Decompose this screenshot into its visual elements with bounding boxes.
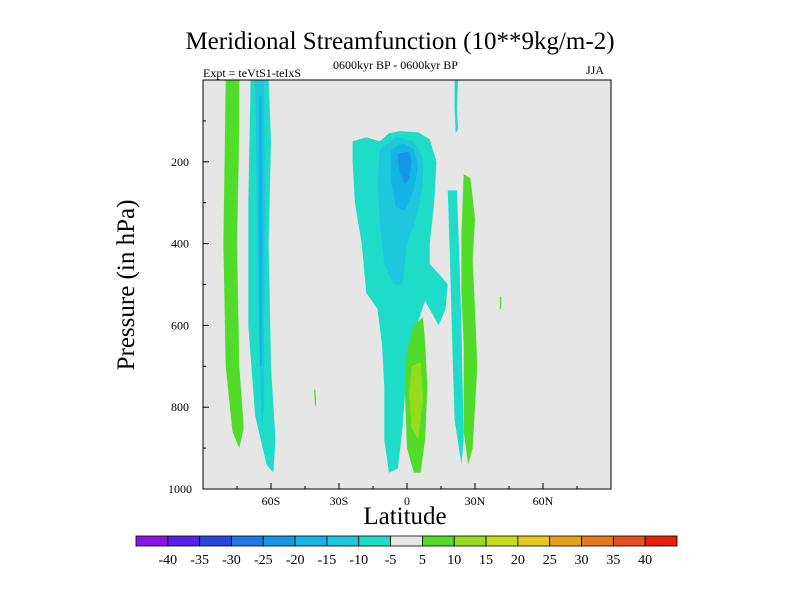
x-tick-label: 60S bbox=[262, 494, 281, 508]
colorbar-swatch bbox=[549, 535, 582, 547]
contour-northern-cyan-band bbox=[447, 190, 464, 465]
contour-southern-negative-band-core bbox=[258, 96, 263, 367]
colorbar-label: 15 bbox=[479, 553, 493, 568]
colorbar-label: 25 bbox=[543, 553, 557, 568]
chart-title: Meridional Streamfunction (10**9kg/m-2) bbox=[185, 28, 615, 55]
x-axis-ticks: 60S 30S 0 30N 60N bbox=[202, 483, 612, 508]
y-tick-label: 800 bbox=[171, 400, 189, 414]
contour-westernmost-positive-band bbox=[223, 80, 244, 449]
colorbar-label: 5 bbox=[419, 553, 426, 568]
colorbar-label: 35 bbox=[606, 553, 620, 568]
colorbar-swatch bbox=[294, 535, 328, 547]
colorbar-label: -25 bbox=[254, 553, 273, 568]
colorbar-label: -20 bbox=[286, 553, 305, 568]
x-tick-label: 60N bbox=[533, 494, 554, 508]
colorbar-swatch bbox=[644, 535, 678, 547]
colorbar-swatch bbox=[231, 535, 264, 547]
colorbar-swatch bbox=[517, 535, 551, 547]
colorbar-swatch bbox=[612, 535, 646, 547]
colorbar-label: 10 bbox=[447, 553, 461, 568]
season-label: JJA bbox=[586, 63, 605, 77]
y-tick-label: 600 bbox=[171, 318, 189, 332]
colorbar-label: -5 bbox=[385, 553, 397, 568]
colorbar-swatch bbox=[453, 535, 487, 547]
colorbar-label: 30 bbox=[575, 553, 589, 568]
colorbar-label: -35 bbox=[190, 553, 209, 568]
contour-northern-small-patch bbox=[499, 296, 502, 309]
colorbar-label: -30 bbox=[222, 553, 241, 568]
period-label: 0600kyr BP - 0600kyr BP bbox=[333, 58, 458, 72]
colorbar-swatch bbox=[390, 535, 423, 547]
colorbar-label: -15 bbox=[318, 553, 337, 568]
colorbar-label: -40 bbox=[158, 553, 177, 568]
colorbar-label: -10 bbox=[349, 553, 368, 568]
colorbar-swatch bbox=[199, 535, 232, 547]
colorbar: -40 -35 -30 -25 -20 -15 -10 -5 5 10 15 20 25 30 35 40 bbox=[135, 535, 678, 568]
colorbar-swatch bbox=[262, 535, 296, 547]
colorbar-label: 20 bbox=[511, 553, 525, 568]
colorbar-swatch bbox=[135, 535, 169, 547]
colorbar-swatch bbox=[358, 535, 391, 547]
contour-northern-cyan-sliver bbox=[454, 80, 458, 134]
contour-northern-positive-band bbox=[461, 174, 478, 465]
colorbar-swatch bbox=[581, 535, 614, 547]
colorbar-swatch bbox=[485, 535, 519, 547]
contour-tropical-negative-cell-outer bbox=[352, 131, 448, 473]
x-tick-label: 30S bbox=[330, 494, 349, 508]
y-tick-label: 1000 bbox=[168, 482, 192, 496]
x-tick-label: 30N bbox=[465, 494, 486, 508]
colorbar-swatch bbox=[422, 535, 455, 547]
y-tick-label: 200 bbox=[171, 155, 189, 169]
contour-equatorial-positive-lobe-core bbox=[409, 362, 423, 440]
colorbar-swatch bbox=[167, 535, 201, 547]
colorbar-label: 40 bbox=[638, 553, 652, 568]
contour-tropical-negative-cell-core bbox=[397, 151, 412, 185]
experiment-label: Expt = teVtS1-teIxS bbox=[203, 66, 302, 80]
x-tick-label: 0 bbox=[404, 494, 410, 508]
x-axis-label: Latitude bbox=[363, 503, 447, 530]
contour-subtropical-small-patch bbox=[314, 388, 317, 408]
colorbar-swatch bbox=[326, 535, 360, 547]
contour-regions bbox=[223, 80, 502, 473]
y-tick-label: 400 bbox=[171, 237, 189, 251]
y-axis-ticks: 200 400 600 800 1000 bbox=[168, 120, 209, 496]
